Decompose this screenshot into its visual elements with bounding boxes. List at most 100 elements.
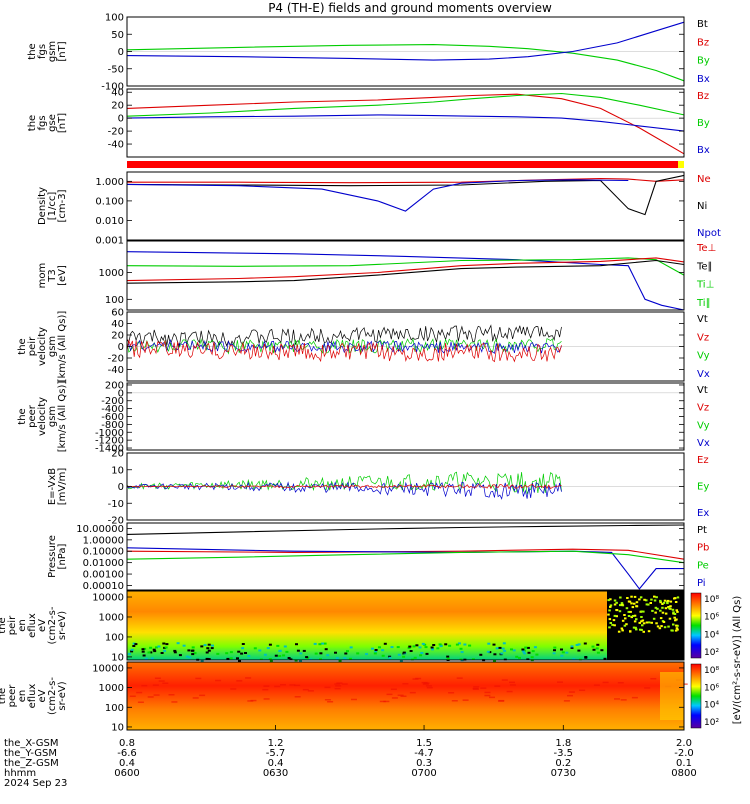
spectrogram-cell — [203, 644, 207, 647]
spectrogram-cell — [630, 616, 633, 619]
spectrogram-cell — [287, 657, 291, 659]
spectrogram-cell — [432, 644, 436, 646]
x-axis-row-label: the_Y-GSM — [4, 748, 57, 759]
x-axis-value: -2.0 — [674, 748, 694, 759]
y-tick-label: -600 — [101, 412, 124, 423]
spectrogram-cell — [276, 644, 280, 647]
spectrogram-cell — [473, 686, 480, 688]
spectrogram-cell — [283, 645, 287, 648]
spectrogram-cell — [351, 698, 357, 701]
spectrogram-cell — [676, 596, 680, 599]
y-axis-label: the — [0, 617, 8, 633]
y-axis-label: [eV] — [57, 265, 68, 286]
y-tick-label: -200 — [101, 396, 124, 407]
spectrogram-cell — [663, 599, 667, 602]
series-line-By — [126, 44, 685, 82]
spectrogram-cell — [324, 699, 331, 701]
spectrogram-cell — [147, 651, 151, 654]
spectrogram-cell — [207, 649, 211, 652]
legend-entry: Vz — [697, 332, 709, 343]
spectrogram-cell — [659, 599, 662, 602]
spectrogram-cell — [142, 654, 146, 657]
spectrogram-cell — [268, 643, 272, 646]
y-axis-label: sr-eV) — [57, 611, 68, 640]
spectrogram-cell — [130, 648, 134, 651]
spectrogram-cell — [379, 700, 386, 703]
spectrogram-cell — [613, 624, 616, 627]
panel-peir-spectrogram: 10² 10⁴ 10⁶ 10⁸ 10 100 1000 10000 the peir en eflux… — [0, 590, 719, 663]
spectrogram-cell — [518, 656, 521, 659]
y-tick-label: 0.100 — [95, 196, 124, 207]
spectrogram-cell — [415, 644, 419, 647]
spectrogram-cell — [399, 659, 403, 662]
series-line-Npot — [126, 179, 629, 212]
spectrogram-cell — [334, 683, 341, 685]
spectrogram-cell — [349, 646, 353, 649]
spectrogram-cell — [652, 617, 656, 620]
spectrogram-cell — [633, 595, 637, 598]
spectrogram-cell — [487, 642, 491, 645]
y-tick-label: -800 — [101, 420, 124, 431]
spectrogram-cell — [659, 617, 663, 620]
spectrogram-cell — [627, 600, 631, 603]
y-tick-label: 50 — [111, 30, 124, 41]
y-tick-label: 0.001 — [95, 236, 124, 247]
spectrogram-cell — [608, 618, 612, 621]
spectrogram-cell — [509, 684, 516, 686]
spectrogram-cell — [484, 694, 491, 697]
spectrogram-cell — [391, 697, 398, 699]
y-tick-label: -400 — [101, 404, 124, 415]
spectrogram-cell — [457, 642, 461, 645]
spectrogram-cell — [593, 684, 600, 686]
spectrogram-cell — [240, 652, 244, 655]
panel-frame — [126, 661, 685, 731]
y-tick-label: 10 — [111, 723, 124, 734]
y-axis-label: peir — [7, 615, 18, 635]
spectrogram-cell — [211, 644, 214, 647]
y-axis-label: velocity — [37, 397, 48, 436]
spectrogram-cell — [633, 602, 636, 605]
spectrogram-cell — [527, 651, 531, 654]
panel-fgs-gse: -40 -20 0 20 40 the fgs gse [nT] Bz By Bx — [27, 88, 710, 158]
spectrogram-cell — [650, 598, 653, 601]
spectrogram-cell — [612, 619, 616, 622]
spectrogram-cell — [263, 685, 270, 687]
y-axis-label: (cm2-s- — [47, 677, 58, 715]
y-tick-label: -20 — [108, 354, 124, 365]
spectrogram-cell — [655, 622, 658, 625]
x-axis-value: -6.6 — [117, 748, 137, 759]
spectrogram-cell — [141, 650, 145, 653]
y-axis-label: [nPa] — [57, 543, 68, 569]
spectrogram-cell — [591, 645, 595, 648]
spectrogram-cell — [456, 677, 463, 679]
legend-entry: Ti∥ — [696, 298, 711, 309]
spectrogram-cell — [165, 643, 169, 646]
spectrogram-cell — [650, 678, 657, 680]
spectrogram-cell — [319, 652, 323, 655]
panel-frame — [126, 171, 685, 241]
spectrogram-cell — [324, 686, 331, 689]
spectrogram-cell — [494, 685, 501, 687]
spectrogram-cell — [307, 690, 314, 692]
spectrogram-cell — [195, 677, 202, 680]
spectrogram-cell — [153, 694, 160, 696]
spectrogram-cell — [668, 607, 671, 610]
y-tick-label: 100 — [105, 13, 124, 24]
spectrogram-cell — [640, 616, 643, 618]
spectrogram-cell — [666, 599, 670, 602]
x-axis-value: 0700 — [411, 768, 436, 779]
spectrogram-cell — [600, 649, 604, 652]
spectrogram-cell — [278, 649, 282, 652]
spectrogram-cell — [285, 650, 289, 653]
spectrogram-cell — [396, 646, 400, 649]
spectrogram-cell — [344, 652, 348, 655]
spectrogram-cell — [570, 646, 574, 649]
spectrogram-cell — [236, 680, 243, 682]
x-axis-value: 1.2 — [268, 738, 284, 749]
spectrogram-cell — [381, 654, 385, 657]
legend-entry: By — [697, 56, 710, 67]
series-line-Te∥ — [126, 259, 685, 284]
legend-entry: Bz — [697, 91, 709, 102]
spectrogram-cell — [607, 613, 610, 616]
